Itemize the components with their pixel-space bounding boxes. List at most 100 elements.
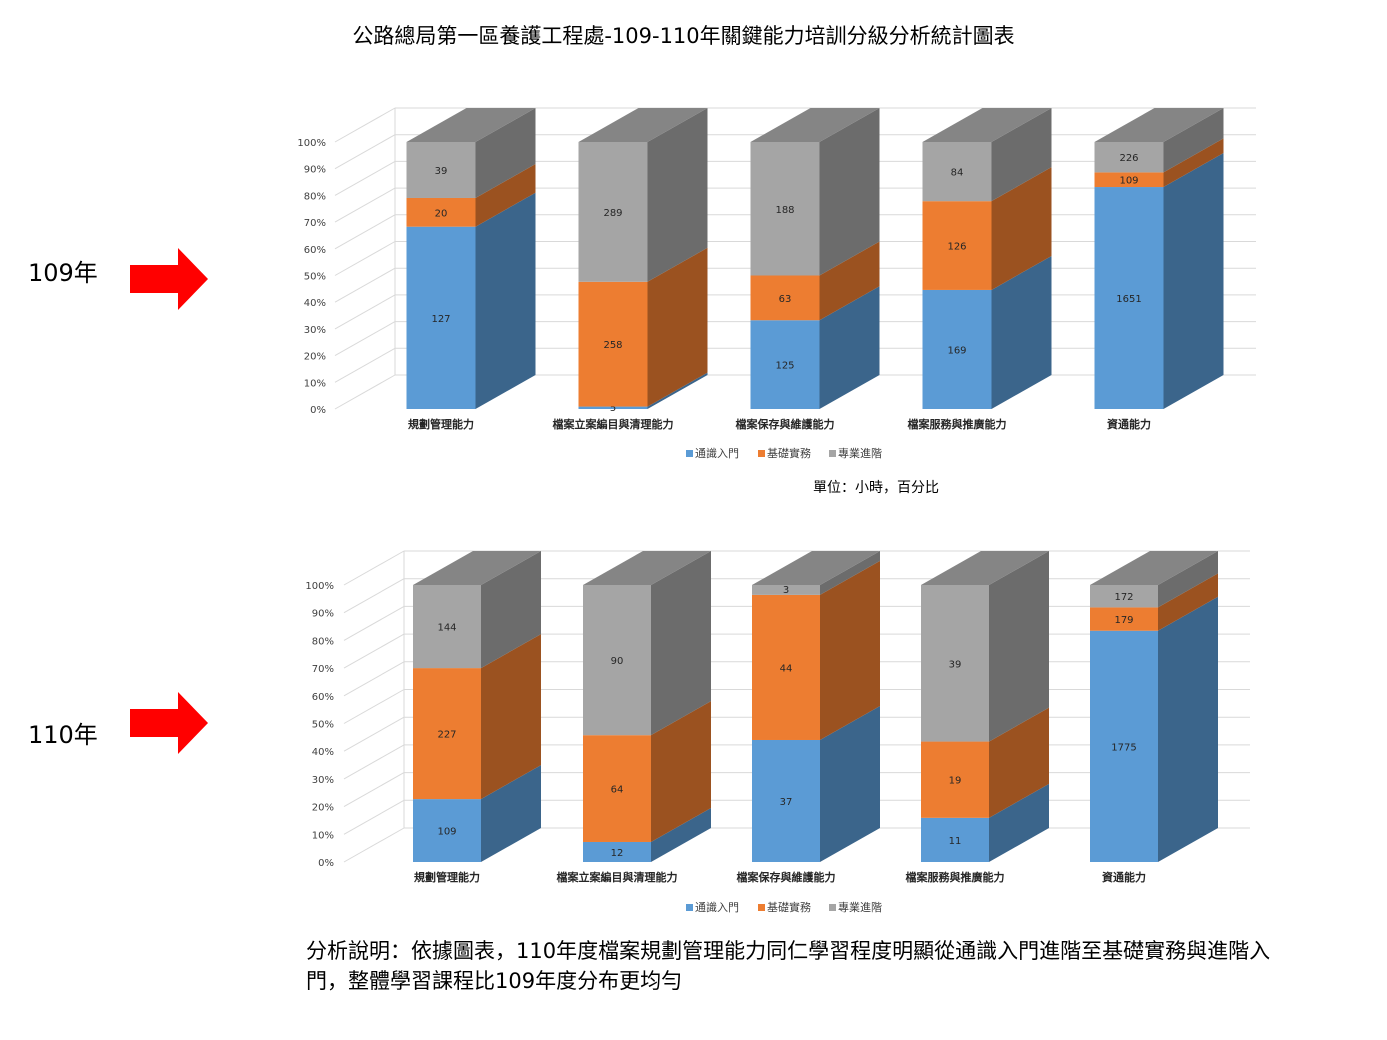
year-label-110: 110年 xyxy=(28,721,98,749)
bar-segment xyxy=(413,668,481,800)
bar-top xyxy=(750,108,880,142)
bar-segment xyxy=(583,841,651,862)
bar-side xyxy=(651,807,711,862)
bar-segment xyxy=(752,594,820,740)
data-label: 109 xyxy=(437,827,456,838)
bar-side xyxy=(647,372,708,409)
gridline xyxy=(334,294,396,330)
data-label: 90 xyxy=(611,656,624,667)
data-label: 289 xyxy=(603,208,622,219)
data-label: 1651 xyxy=(1116,294,1141,305)
bar-top xyxy=(583,551,711,585)
legend-swatch xyxy=(829,904,836,911)
bar-top xyxy=(406,108,536,142)
y-tick-label: 100% xyxy=(305,581,334,592)
page-title-text: 公路總局第一區養護工程處-109-110年關鍵能力培訓分級分析統計圖表 xyxy=(352,24,1015,48)
legend-entry: 通識入門 xyxy=(695,901,739,914)
bar-segment xyxy=(583,735,651,842)
bar-segment xyxy=(406,142,476,198)
y-tick-label: 40% xyxy=(312,747,334,758)
gridline xyxy=(343,772,405,808)
y-tick-label: 10% xyxy=(304,378,326,389)
chart-109: 0% 10% 20% 30% 40% 50% 60% 70% 80% 90% 100% 127 20 39… xyxy=(297,107,1256,460)
data-label: 188 xyxy=(775,205,794,216)
data-label: 1775 xyxy=(1111,742,1136,753)
data-label: 37 xyxy=(780,797,793,808)
x-tick-label: 檔案服務與推廣能力 xyxy=(908,417,1007,431)
data-label: 19 xyxy=(949,776,962,787)
bar-side xyxy=(991,255,1052,409)
gridline xyxy=(334,134,396,170)
bar-segment xyxy=(921,817,989,862)
gridline xyxy=(334,187,396,223)
x-tick-label: 規劃管理能力 xyxy=(408,417,474,431)
bar-segment xyxy=(752,585,820,595)
x-tick-label: 檔案立案編目與清理能力 xyxy=(557,870,678,884)
bar-segment xyxy=(1094,172,1164,188)
gridline xyxy=(334,374,396,410)
data-label: 172 xyxy=(1114,592,1133,603)
data-label: 39 xyxy=(949,659,962,670)
bar-side xyxy=(819,241,880,321)
gridline xyxy=(343,661,405,697)
y-tick-label: 90% xyxy=(312,609,334,620)
data-label: 84 xyxy=(951,168,964,179)
x-tick-label: 檔案保存與維護能力 xyxy=(737,870,836,884)
gridline xyxy=(334,214,396,250)
bar-segment xyxy=(578,281,648,407)
y-tick-label: 60% xyxy=(304,245,326,256)
y-tick-label: 20% xyxy=(312,803,334,814)
bar-side xyxy=(475,192,536,409)
data-label: 39 xyxy=(435,166,448,177)
x-tick-label: 資通能力 xyxy=(1102,870,1146,884)
x-tick-label: 規劃管理能力 xyxy=(414,870,480,884)
legend-entry: 專業進階 xyxy=(838,446,882,460)
bar-side xyxy=(651,701,711,842)
bar-side xyxy=(991,108,1052,202)
y-tick-label: 80% xyxy=(312,636,334,647)
data-label: 44 xyxy=(780,663,793,674)
y-tick-label: 30% xyxy=(312,775,334,786)
bar-side xyxy=(819,286,880,409)
bar-side xyxy=(820,705,880,862)
data-label: 3 xyxy=(783,585,789,596)
bar-side xyxy=(1163,108,1224,173)
bar-side xyxy=(1158,573,1218,631)
gridline xyxy=(343,605,405,641)
bar-segment xyxy=(750,142,820,276)
page-title: 公路總局第一區養護工程處-109-110年關鍵能力培訓分級分析統計圖表 xyxy=(0,20,1387,50)
y-tick-label: 70% xyxy=(304,218,326,229)
bar-top xyxy=(921,551,1049,585)
bar-side xyxy=(989,707,1049,818)
data-label: 20 xyxy=(435,208,448,219)
data-label: 144 xyxy=(437,623,456,634)
legend-swatch xyxy=(686,904,693,911)
gridline xyxy=(343,827,405,863)
bar-side xyxy=(647,247,708,407)
bar-side xyxy=(819,108,880,276)
y-tick-label: 80% xyxy=(304,191,326,202)
bar-side xyxy=(481,765,541,862)
y-tick-label: 40% xyxy=(304,298,326,309)
bar-segment xyxy=(922,201,992,290)
data-label: 226 xyxy=(1119,153,1138,164)
bar-segment xyxy=(750,320,820,409)
bar-top xyxy=(1090,551,1218,585)
x-tick-label: 檔案服務與推廣能力 xyxy=(906,870,1005,884)
data-label: 258 xyxy=(603,340,622,351)
gridline xyxy=(343,799,405,835)
bar-side xyxy=(1163,153,1224,409)
gridline xyxy=(343,744,405,780)
bar-side xyxy=(820,560,880,740)
gridline xyxy=(334,347,396,383)
bar-top xyxy=(413,551,541,585)
data-label: 5 xyxy=(610,403,616,414)
y-tick-label: 60% xyxy=(312,692,334,703)
data-label: 11 xyxy=(949,836,962,847)
chart-110: 0% 10% 20% 30% 40% 50% 60% 70% 80% 90% 100% 109 227 1… xyxy=(305,550,1250,914)
bar-segment xyxy=(1090,630,1158,862)
bar-top xyxy=(752,551,880,585)
bar-side xyxy=(475,163,536,227)
bar-segment xyxy=(406,226,476,409)
analysis-text: 分析說明：依據圖表，110年度檔案規劃管理能力同仁學習程度明顯從通識入門進階至基… xyxy=(306,939,1271,993)
